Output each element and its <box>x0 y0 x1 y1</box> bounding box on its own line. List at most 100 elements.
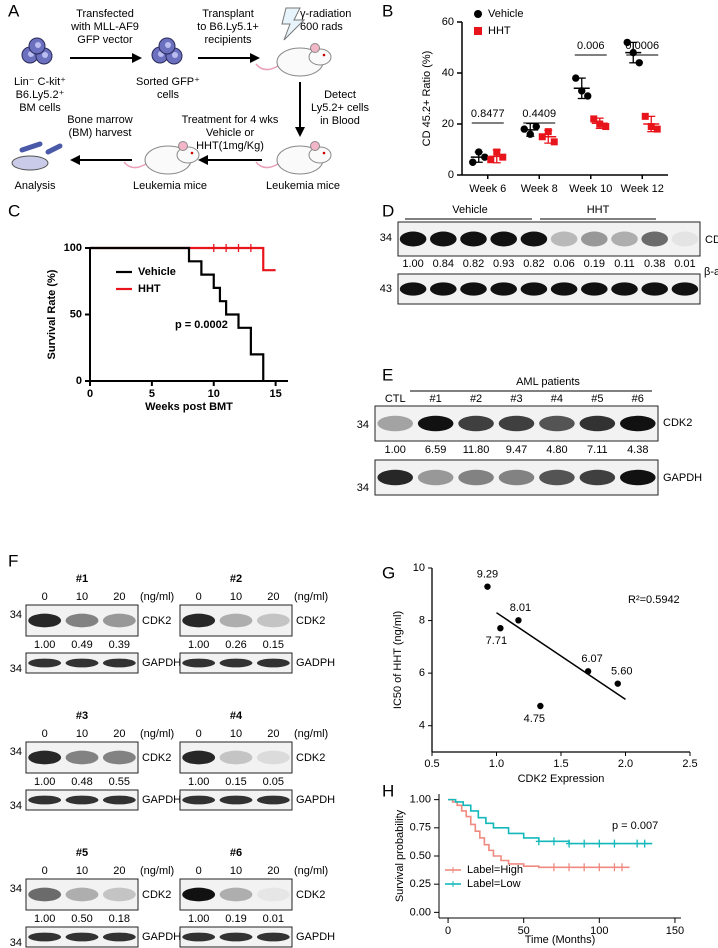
blot-band <box>460 282 487 296</box>
data-point <box>550 138 558 146</box>
blot-band <box>498 469 535 486</box>
y-tick-label: 0 <box>448 169 454 181</box>
x-axis-label: CDK2 Expression <box>518 773 605 785</box>
x-tick-label: 1.0 <box>489 758 504 770</box>
protein-label: CDK2 <box>142 752 171 764</box>
blot-band <box>65 613 99 628</box>
error-bar <box>526 122 535 137</box>
quant-label: 0.11 <box>614 258 635 270</box>
panel-label: D <box>382 201 394 220</box>
y-axis-label: Survival Rate (%) <box>46 269 58 359</box>
blot-band <box>611 231 638 247</box>
blot-band <box>28 658 62 668</box>
y-tick-label: 8 <box>419 614 425 626</box>
schematic-text: Lin⁻ C-kit⁺ <box>14 76 66 88</box>
x-tick-label: 0.5 <box>424 758 439 770</box>
protein-label: CDK2 <box>142 889 171 901</box>
blot-band <box>28 887 62 902</box>
blot-title: #2 <box>230 573 242 585</box>
schematic-text: Transfected <box>76 8 134 20</box>
blot-band <box>619 415 656 432</box>
x-tick-label: 50 <box>518 925 530 937</box>
x-tick-label: 100 <box>590 925 608 937</box>
unit-label: (ng/ml) <box>294 865 328 877</box>
blot-title: #1 <box>76 573 88 585</box>
blot-band <box>28 795 62 805</box>
schematic-text: Detect <box>324 89 356 101</box>
blot-band <box>65 750 99 765</box>
lane-label: #4 <box>551 393 563 405</box>
schematic-text: cells <box>157 89 180 101</box>
y-tick-label: 0 <box>76 375 82 387</box>
quant-label: 0.06 <box>553 258 574 270</box>
quant-label: 0.01 <box>263 913 284 925</box>
blot-band <box>102 932 136 942</box>
p-value: 0.4409 <box>522 108 556 120</box>
protein-label: GAPDH <box>142 794 181 806</box>
quant-label: 0.39 <box>109 639 130 651</box>
quant-label: 11.80 <box>463 444 490 456</box>
lightning-icon <box>281 7 306 41</box>
quant-label: 0.82 <box>463 258 484 270</box>
quant-label: 1.00 <box>385 444 406 456</box>
quant-label: 0.55 <box>109 776 130 788</box>
error-bar <box>629 41 638 64</box>
blot-band <box>430 231 457 247</box>
quant-label: 0.26 <box>225 639 246 651</box>
y-tick-label: 100 <box>64 242 82 254</box>
data-point <box>584 668 592 675</box>
data-point <box>641 112 649 120</box>
quant-label: 0.19 <box>584 258 605 270</box>
marker-label: 34 <box>10 937 22 948</box>
schematic-text: Leukemia mice <box>133 180 207 192</box>
blot-band <box>182 750 216 765</box>
survival-curve <box>90 246 265 381</box>
quant-label: 0.50 <box>71 913 92 925</box>
schematic-text: Leukemia mice <box>266 180 340 192</box>
quant-label: 4.38 <box>627 444 648 456</box>
marker-label: 34 <box>357 419 369 431</box>
schematic-text: γ-radiation <box>300 8 351 20</box>
blot-band <box>581 231 608 247</box>
x-tick-label: 0 <box>87 388 93 400</box>
schematic-text: (BM) harvest <box>69 127 132 139</box>
bone-icon <box>45 143 63 155</box>
error-bar <box>492 149 501 164</box>
legend-label: Label=Low <box>467 878 521 890</box>
x-tick-label: 2.0 <box>618 758 633 770</box>
mouse-eye <box>322 53 326 57</box>
marker-label: 34 <box>380 232 392 244</box>
y-tick-label: 4 <box>419 720 425 732</box>
schematic-text: Transplant <box>202 8 254 20</box>
blot-band <box>458 469 494 486</box>
mouse-ear <box>310 141 320 151</box>
data-point <box>537 702 544 710</box>
quant-label: 0.01 <box>674 258 695 270</box>
protein-label: GAPDH <box>663 472 702 484</box>
dose-label: 10 <box>76 591 88 603</box>
blot-title: #5 <box>76 847 88 859</box>
data-point <box>484 583 491 590</box>
x-tick-label: Week 12 <box>621 183 664 195</box>
blot-band <box>219 750 253 765</box>
data-point <box>572 74 580 82</box>
mouse-eye <box>322 151 326 155</box>
protein-label: CDK2 <box>705 234 718 246</box>
blot-band <box>539 469 575 486</box>
blot-band <box>256 750 290 765</box>
data-point <box>497 624 504 632</box>
data-point <box>602 123 610 131</box>
legend-marker <box>474 10 482 18</box>
marker-label: 43 <box>380 283 392 295</box>
legend-label: Vehicle <box>488 8 523 20</box>
schematic-text: GFP vector <box>77 34 133 46</box>
schematic-text: 600 rads <box>300 21 343 33</box>
fit-line <box>496 612 626 701</box>
protein-label: GAPDH <box>296 931 335 943</box>
protein-label: GAPDH <box>296 794 335 806</box>
blot-band <box>520 282 548 296</box>
x-tick-label: Week 8 <box>521 183 558 195</box>
blot-band <box>619 469 656 486</box>
blot-band <box>490 231 517 247</box>
mouse-head <box>308 146 332 164</box>
